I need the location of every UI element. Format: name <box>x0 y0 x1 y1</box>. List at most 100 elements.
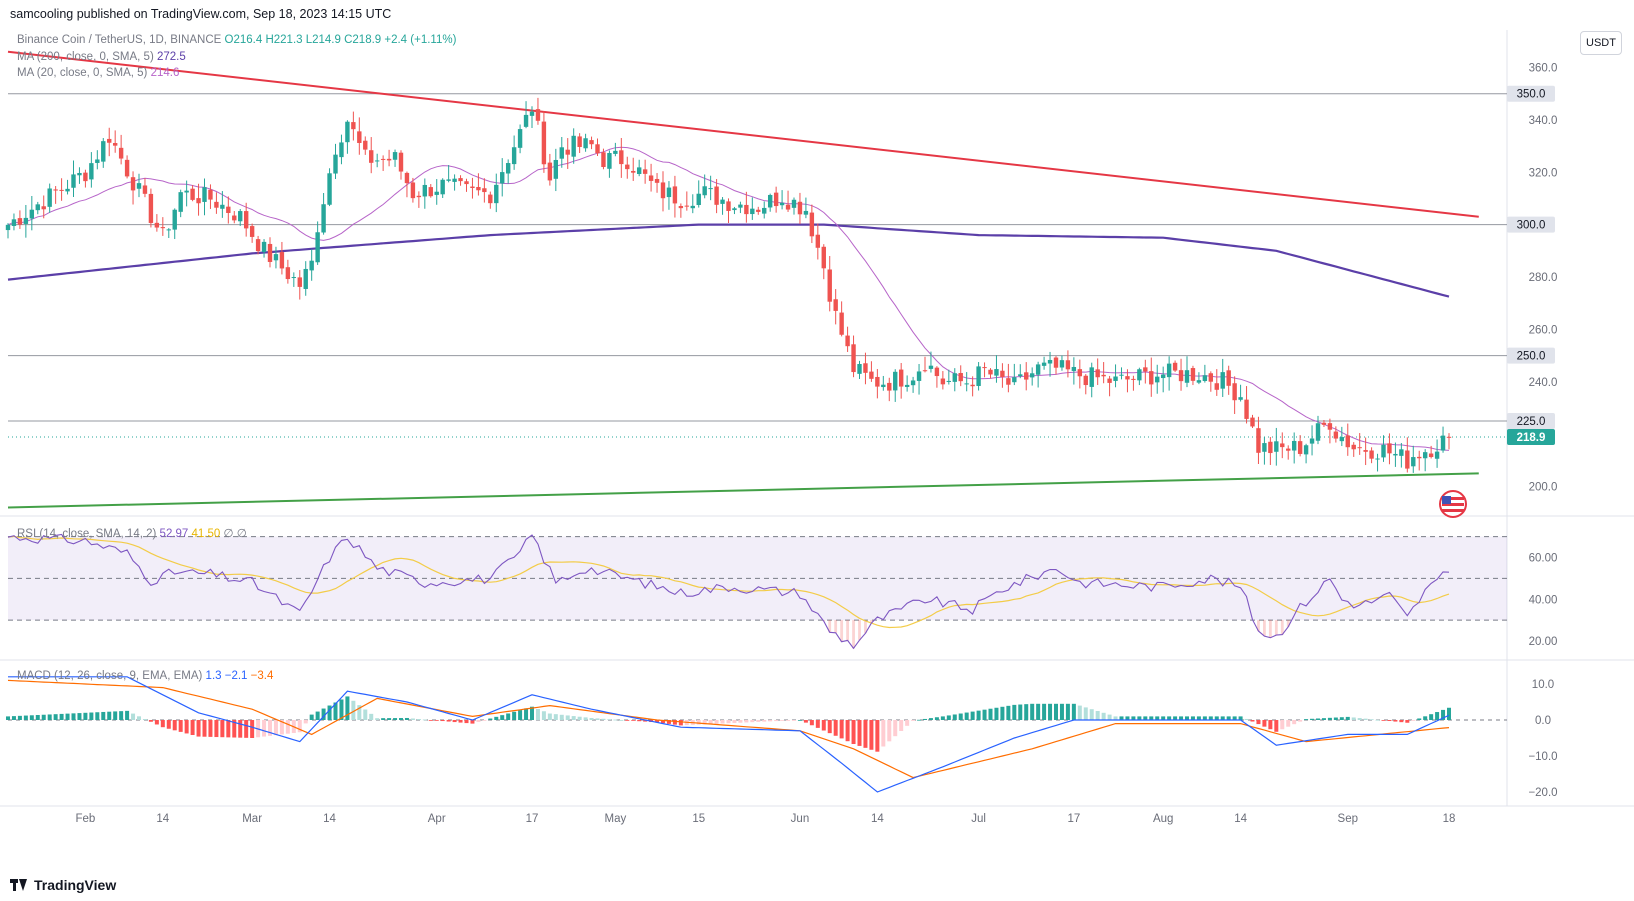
rsi-line <box>7 533 1450 650</box>
ma20-value: 214.6 <box>150 67 180 79</box>
macd-histogram-bar <box>726 720 731 724</box>
macd-legend: MACD (12, 26, close, 9, EMA, EMA) 1.3 −2… <box>17 670 273 682</box>
candle-body <box>1107 378 1112 383</box>
candle-body <box>1440 435 1446 451</box>
candle-body <box>666 187 672 198</box>
macd-histogram-bar <box>863 720 868 748</box>
macd-histogram-bar <box>381 718 386 720</box>
macd-histogram-bar <box>142 719 147 720</box>
macd-histogram-bar <box>452 720 457 723</box>
macd-histogram-bar <box>803 720 808 723</box>
macd-histogram-bar <box>208 720 213 737</box>
candle-body <box>684 205 690 207</box>
candle-body <box>71 174 76 188</box>
macd-histogram-bar <box>482 720 487 721</box>
candle-body <box>1286 448 1291 451</box>
macd-histogram-bar <box>262 720 267 737</box>
candle-body <box>505 163 511 174</box>
macd-histogram-bar <box>678 720 683 726</box>
ma200-value: 272.5 <box>156 51 186 63</box>
macd-histogram-bar <box>1298 720 1303 722</box>
macd-histogram-bar <box>1167 716 1172 720</box>
candle-body <box>47 188 52 207</box>
macd-histogram-bar <box>71 713 76 720</box>
candle-body <box>410 182 416 199</box>
candle-body <box>29 209 35 219</box>
candle-body <box>440 179 445 195</box>
candle-body <box>214 201 219 208</box>
candle-body <box>1315 423 1321 441</box>
macd-histogram-bar <box>101 711 106 720</box>
macd-histogram-bar <box>1316 718 1320 720</box>
macd-histogram-bar <box>1441 709 1446 720</box>
macd-histogram-bar <box>166 720 171 729</box>
candle-body <box>589 140 594 145</box>
candle-body <box>226 206 231 213</box>
macd-histogram-bar <box>553 714 558 720</box>
candle-body <box>1119 374 1124 376</box>
macd-histogram-bar <box>131 713 136 720</box>
candle-body <box>339 142 344 158</box>
candle-body <box>535 109 541 121</box>
candle-body <box>1303 445 1309 455</box>
candle-body <box>1071 366 1077 371</box>
candle-body <box>1214 383 1219 390</box>
rsi-oversold-fill <box>870 620 873 624</box>
macd-histogram-bar <box>1185 716 1189 720</box>
macd-histogram-bar <box>595 718 600 720</box>
candle-body <box>583 138 588 149</box>
macd-histogram-bar <box>309 714 314 720</box>
candle-body <box>112 143 118 146</box>
candle-body <box>708 188 713 190</box>
macd-histogram-bar <box>1399 720 1404 723</box>
macd-histogram-bar <box>708 720 713 725</box>
candle-body <box>994 369 999 376</box>
candle-body <box>940 378 946 385</box>
candle-body <box>1065 360 1071 370</box>
candle-body <box>23 217 29 224</box>
macd-histogram-bar <box>1214 716 1219 720</box>
macd-histogram-bar <box>1077 705 1082 720</box>
candle-body <box>53 189 58 191</box>
candle-body <box>243 211 249 229</box>
candle-body <box>434 191 439 195</box>
candle-body <box>553 159 559 179</box>
macd-histogram-bar <box>946 715 951 720</box>
candle-body <box>148 193 154 223</box>
currency-button[interactable]: USDT <box>1580 31 1622 55</box>
macd-histogram-bar <box>714 720 719 724</box>
candle-body <box>77 172 82 176</box>
candle-body <box>500 172 505 184</box>
level-label: 225.0 <box>1507 413 1555 430</box>
candle-body <box>95 159 100 163</box>
us-flag-event-icon <box>1439 490 1467 518</box>
macd-histogram-bar <box>911 720 916 721</box>
candle-body <box>464 181 469 185</box>
macd-value: 1.3 <box>205 670 222 682</box>
macd-histogram-bar <box>964 712 969 720</box>
candle-body <box>779 202 785 206</box>
macd-histogram-bar <box>410 718 415 720</box>
price-axis-tick: 320.0 <box>1529 167 1558 179</box>
candle-body <box>1149 371 1154 385</box>
macd-histogram-bar <box>107 711 112 720</box>
macd-histogram-bar <box>59 713 64 720</box>
ma20-name: MA (20, close, 0, SMA, 5) <box>17 67 148 79</box>
macd-histogram-bar <box>77 713 82 720</box>
macd-histogram-bar <box>1333 717 1338 720</box>
macd-histogram-bar <box>821 720 826 731</box>
macd-histogram-bar <box>416 718 421 720</box>
macd-histogram-bar <box>1375 719 1380 721</box>
candle-body <box>101 141 106 162</box>
support-trendline <box>7 472 1479 509</box>
macd-histogram-bar <box>119 711 124 720</box>
candle-body <box>1345 435 1350 448</box>
price-axis-tick: 200.0 <box>1529 482 1558 494</box>
macd-histogram-bar <box>827 720 832 734</box>
macd-histogram-bar <box>1190 716 1195 720</box>
candle-body <box>374 160 380 162</box>
macd-histogram-bar <box>369 713 374 720</box>
candle-body <box>928 365 934 369</box>
time-axis-tick: May <box>604 813 626 825</box>
